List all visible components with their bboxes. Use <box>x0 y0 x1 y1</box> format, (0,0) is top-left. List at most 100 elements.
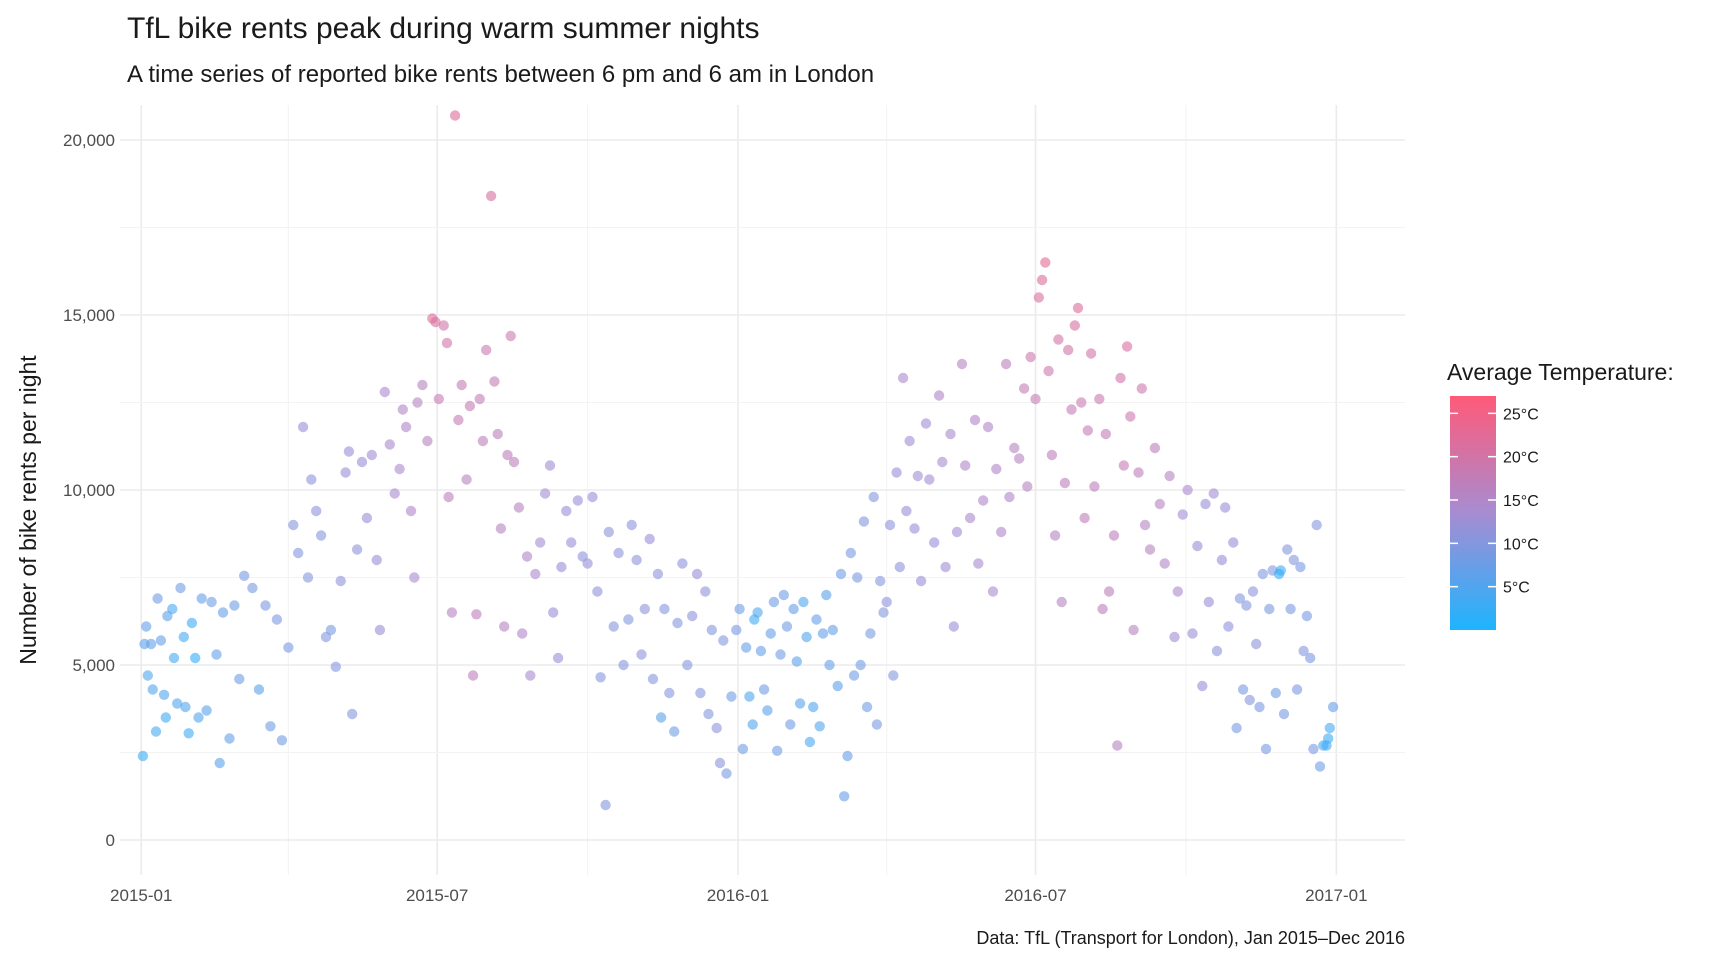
data-point <box>808 701 819 713</box>
data-point <box>933 390 945 401</box>
data-point <box>206 596 217 608</box>
data-point <box>513 502 525 513</box>
data-point <box>677 558 688 569</box>
data-point <box>441 337 453 349</box>
data-point <box>530 568 541 580</box>
data-point <box>1149 442 1161 454</box>
data-point <box>1278 708 1290 720</box>
data-point <box>741 642 752 653</box>
data-point <box>1118 460 1130 471</box>
data-point <box>481 344 492 356</box>
data-point <box>937 456 948 468</box>
data-point <box>499 621 510 632</box>
data-point <box>422 435 433 447</box>
x-tick-label: 2015-01 <box>110 886 172 905</box>
data-point <box>878 607 889 618</box>
data-point <box>397 404 408 415</box>
data-point <box>644 533 655 545</box>
data-point <box>449 110 461 121</box>
data-point <box>214 757 225 769</box>
data-point <box>302 572 314 583</box>
data-point <box>467 670 479 681</box>
data-point <box>871 719 883 730</box>
data-point <box>687 610 698 622</box>
data-point <box>1004 491 1015 503</box>
data-point <box>371 554 382 566</box>
data-point <box>996 526 1007 538</box>
data-point <box>1270 687 1282 699</box>
data-point <box>1094 393 1105 405</box>
data-point <box>566 537 577 548</box>
data-point <box>1159 558 1170 569</box>
data-point <box>595 672 606 683</box>
data-point <box>471 609 482 620</box>
data-point <box>608 621 619 632</box>
data-point <box>1275 565 1287 576</box>
data-point <box>548 607 559 618</box>
data-point <box>552 652 564 664</box>
data-point <box>1046 449 1058 461</box>
data-point <box>561 505 572 517</box>
data-point <box>775 649 786 660</box>
data-point <box>539 488 551 499</box>
data-point <box>814 721 825 732</box>
data-point <box>1288 554 1300 566</box>
data-point <box>1014 453 1025 464</box>
data-point <box>340 467 351 478</box>
data-point <box>744 691 755 702</box>
data-point <box>964 512 976 524</box>
data-point <box>991 463 1002 475</box>
data-point <box>848 670 860 681</box>
legend-colorbar <box>1450 396 1496 630</box>
data-point <box>613 547 624 559</box>
data-point <box>325 624 337 636</box>
data-point <box>183 728 194 739</box>
data-point <box>1059 477 1071 489</box>
data-point <box>631 554 642 566</box>
data-point <box>1244 694 1255 706</box>
y-axis-ticks: 0 5,000 10,000 15,000 20,000 <box>63 131 115 850</box>
data-point <box>647 673 659 685</box>
data-point <box>293 547 304 559</box>
data-point <box>1133 467 1144 478</box>
data-point <box>265 721 276 732</box>
y-tick-label: 0 <box>106 831 115 850</box>
data-point <box>1234 593 1246 604</box>
data-point <box>839 791 850 802</box>
data-point <box>201 705 212 716</box>
data-point <box>477 435 489 447</box>
data-point <box>711 722 722 734</box>
data-point <box>904 435 915 447</box>
data-point <box>1136 383 1148 394</box>
data-point <box>211 649 222 660</box>
data-point <box>141 621 152 632</box>
data-point <box>811 614 822 625</box>
data-point <box>682 659 693 671</box>
legend-label: 20°C <box>1503 450 1539 467</box>
legend-label: 15°C <box>1503 493 1539 510</box>
x-tick-label: 2016-01 <box>707 886 769 905</box>
data-point <box>1291 684 1303 695</box>
data-point <box>1036 274 1048 286</box>
data-point <box>659 603 670 615</box>
data-point <box>655 712 667 723</box>
data-point <box>721 768 732 779</box>
data-point <box>691 568 703 580</box>
data-point <box>389 488 400 499</box>
data-point <box>461 474 472 485</box>
data-point <box>1216 554 1228 566</box>
data-point <box>1121 341 1133 352</box>
data-point <box>1257 568 1269 580</box>
chart-subtitle: A time series of reported bike rents bet… <box>127 61 874 88</box>
data-point <box>502 449 513 461</box>
data-point <box>768 596 780 608</box>
legend-label: 10°C <box>1503 536 1539 553</box>
y-axis-label: Number of bike rents per night <box>15 355 41 665</box>
data-point <box>835 568 847 580</box>
data-point <box>791 656 802 667</box>
data-point <box>1285 603 1296 615</box>
data-point <box>858 516 870 527</box>
data-point <box>868 491 879 503</box>
data-point <box>147 684 158 695</box>
